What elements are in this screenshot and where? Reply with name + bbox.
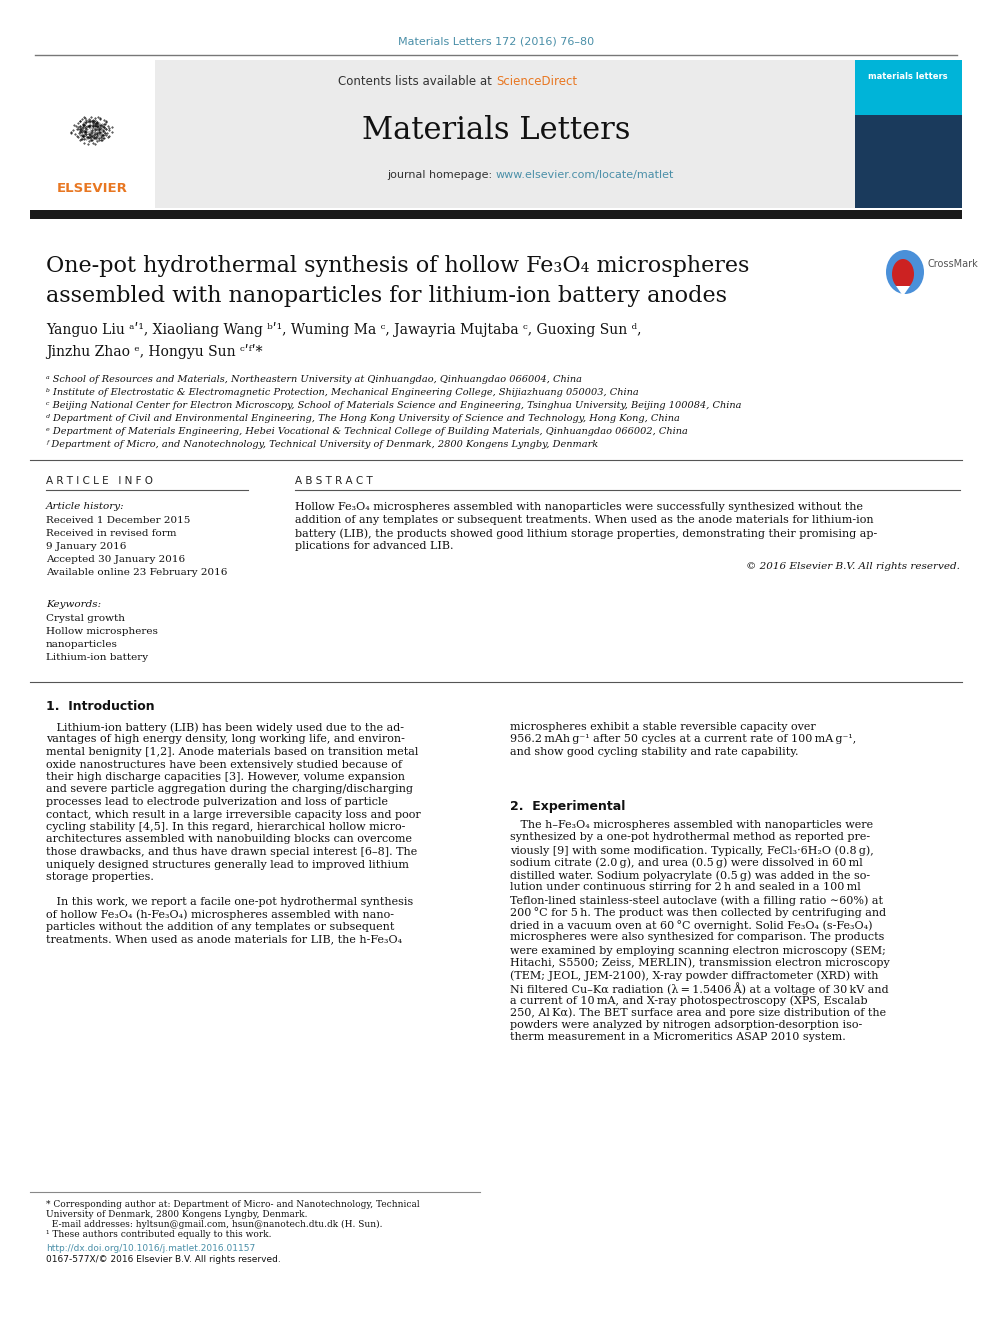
Text: 0167-577X/© 2016 Elsevier B.V. All rights reserved.: 0167-577X/© 2016 Elsevier B.V. All right… [46,1256,281,1263]
Text: University of Denmark, 2800 Kongens Lyngby, Denmark.: University of Denmark, 2800 Kongens Lyng… [46,1211,308,1218]
Text: Keywords:: Keywords: [46,601,101,609]
Text: microspheres were also synthesized for comparison. The products: microspheres were also synthesized for c… [510,933,885,942]
Text: particles without the addition of any templates or subsequent: particles without the addition of any te… [46,922,395,931]
Text: 2.  Experimental: 2. Experimental [510,800,625,814]
Bar [855,115,962,208]
Text: nanoparticles: nanoparticles [46,640,118,650]
Text: oxide nanostructures have been extensively studied because of: oxide nanostructures have been extensive… [46,759,402,770]
Text: lution under continuous stirring for 2 h and sealed in a 100 ml: lution under continuous stirring for 2 h… [510,882,861,893]
Text: Teflon-lined stainless-steel autoclave (with a filling ratio ∼60%) at: Teflon-lined stainless-steel autoclave (… [510,894,883,905]
Text: In this work, we report a facile one-pot hydrothermal synthesis: In this work, we report a facile one-pot… [46,897,414,908]
Text: sodium citrate (2.0 g), and urea (0.5 g) were dissolved in 60 ml: sodium citrate (2.0 g), and urea (0.5 g)… [510,857,863,868]
Text: Materials Letters 172 (2016) 76–80: Materials Letters 172 (2016) 76–80 [398,36,594,46]
Text: ᵃ School of Resources and Materials, Northeastern University at Qinhuangdao, Qin: ᵃ School of Resources and Materials, Nor… [46,374,582,384]
Text: Article history:: Article history: [46,501,125,511]
Text: Contents lists available at: Contents lists available at [338,75,496,89]
Ellipse shape [892,259,914,288]
Text: Lithium-ion battery (LIB) has been widely used due to the ad-: Lithium-ion battery (LIB) has been widel… [46,722,404,733]
Text: E-mail addresses: hyltsun@gmail.com, hsun@nanotech.dtu.dk (H. Sun).: E-mail addresses: hyltsun@gmail.com, hsu… [46,1220,383,1229]
Text: Lithium-ion battery: Lithium-ion battery [46,654,148,662]
Text: dried in a vacuum oven at 60 °C overnight. Solid Fe₃O₄ (s-Fe₃O₄): dried in a vacuum oven at 60 °C overnigh… [510,919,873,931]
Text: ᶜ Beijing National Center for Electron Microscopy, School of Materials Science a: ᶜ Beijing National Center for Electron M… [46,401,741,410]
Text: Received 1 December 2015: Received 1 December 2015 [46,516,190,525]
Text: Hollow microspheres: Hollow microspheres [46,627,158,636]
Text: ᵉ Department of Materials Engineering, Hebei Vocational & Technical College of B: ᵉ Department of Materials Engineering, H… [46,427,687,437]
Text: processes lead to electrode pulverization and loss of particle: processes lead to electrode pulverizatio… [46,796,388,807]
Text: ᵇ Institute of Electrostatic & Electromagnetic Protection, Mechanical Engineerin: ᵇ Institute of Electrostatic & Electroma… [46,388,639,397]
Text: vantages of high energy density, long working life, and environ-: vantages of high energy density, long wo… [46,734,405,745]
Text: and show good cycling stability and rate capability.: and show good cycling stability and rate… [510,747,799,757]
Bar [30,60,155,208]
Text: Yanguo Liu ᵃʹ¹, Xiaoliang Wang ᵇʹ¹, Wuming Ma ᶜ, Jawayria Mujtaba ᶜ, Guoxing Sun: Yanguo Liu ᵃʹ¹, Xiaoliang Wang ᵇʹ¹, Wumi… [46,321,642,337]
Text: were examined by employing scanning electron microscopy (SEM;: were examined by employing scanning elec… [510,945,886,955]
Text: 200 °C for 5 h. The product was then collected by centrifuging and: 200 °C for 5 h. The product was then col… [510,908,886,918]
Text: Hitachi, S5500; Zeiss, MERLIN), transmission electron microscopy: Hitachi, S5500; Zeiss, MERLIN), transmis… [510,958,890,968]
Text: ¹ These authors contributed equally to this work.: ¹ These authors contributed equally to t… [46,1230,272,1240]
Bar [30,210,962,220]
Text: Jinzhu Zhao ᵉ, Hongyu Sun ᶜʹᶠʹ*: Jinzhu Zhao ᵉ, Hongyu Sun ᶜʹᶠʹ* [46,344,263,359]
Text: powders were analyzed by nitrogen adsorption-desorption iso-: powders were analyzed by nitrogen adsorp… [510,1020,862,1031]
Text: cycling stability [4,5]. In this regard, hierarchical hollow micro-: cycling stability [4,5]. In this regard,… [46,822,406,832]
Text: those drawbacks, and thus have drawn special interest [6–8]. The: those drawbacks, and thus have drawn spe… [46,847,418,857]
Text: One-pot hydrothermal synthesis of hollow Fe₃O₄ microspheres: One-pot hydrothermal synthesis of hollow… [46,255,749,277]
Text: 9 January 2016: 9 January 2016 [46,542,126,550]
Text: ᵈ Department of Civil and Environmental Engineering, The Hong Kong University of: ᵈ Department of Civil and Environmental … [46,414,680,423]
Text: plications for advanced LIB.: plications for advanced LIB. [295,541,453,550]
Text: http://dx.doi.org/10.1016/j.matlet.2016.01157: http://dx.doi.org/10.1016/j.matlet.2016.… [46,1244,255,1253]
Text: Ni filtered Cu–Kα radiation (λ = 1.5406 Å) at a voltage of 30 kV and: Ni filtered Cu–Kα radiation (λ = 1.5406 … [510,983,889,995]
Text: assembled with nanoparticles for lithium-ion battery anodes: assembled with nanoparticles for lithium… [46,284,727,307]
Text: ᶠ Department of Micro, and Nanotechnology, Technical University of Denmark, 2800: ᶠ Department of Micro, and Nanotechnolog… [46,441,598,448]
Text: microspheres exhibit a stable reversible capacity over: microspheres exhibit a stable reversible… [510,722,815,732]
FancyArrow shape [896,286,910,296]
Text: addition of any templates or subsequent treatments. When used as the anode mater: addition of any templates or subsequent … [295,515,874,525]
Text: treatments. When used as anode materials for LIB, the h-Fe₃O₄: treatments. When used as anode materials… [46,934,402,945]
Text: battery (LIB), the products showed good lithium storage properties, demonstratin: battery (LIB), the products showed good … [295,528,877,538]
Text: The h–Fe₃O₄ microspheres assembled with nanoparticles were: The h–Fe₃O₄ microspheres assembled with … [510,820,873,830]
Text: journal homepage:: journal homepage: [387,169,496,180]
Text: of hollow Fe₃O₄ (h-Fe₃O₄) microspheres assembled with nano-: of hollow Fe₃O₄ (h-Fe₃O₄) microspheres a… [46,909,394,919]
Text: materials letters: materials letters [868,71,947,81]
Text: architectures assembled with nanobuilding blocks can overcome: architectures assembled with nanobuildin… [46,835,412,844]
Text: therm measurement in a Micromeritics ASAP 2010 system.: therm measurement in a Micromeritics ASA… [510,1032,846,1043]
Text: Available online 23 February 2016: Available online 23 February 2016 [46,568,227,577]
Text: uniquely designed structures generally lead to improved lithium: uniquely designed structures generally l… [46,860,409,869]
Text: Received in revised form: Received in revised form [46,529,177,538]
Text: 1.  Introduction: 1. Introduction [46,700,155,713]
Bar [855,60,962,208]
Text: Accepted 30 January 2016: Accepted 30 January 2016 [46,556,186,564]
Text: (TEM; JEOL, JEM-2100), X-ray powder diffractometer (XRD) with: (TEM; JEOL, JEM-2100), X-ray powder diff… [510,970,879,980]
Text: ELSEVIER: ELSEVIER [57,183,127,194]
Text: and severe particle aggregation during the charging/discharging: and severe particle aggregation during t… [46,785,413,795]
Text: © 2016 Elsevier B.V. All rights reserved.: © 2016 Elsevier B.V. All rights reserved… [746,562,960,572]
Text: a current of 10 mA, and X-ray photospectroscopy (XPS, Escalab: a current of 10 mA, and X-ray photospect… [510,995,868,1005]
Text: * Corresponding author at: Department of Micro- and Nanotechnology, Technical: * Corresponding author at: Department of… [46,1200,420,1209]
Text: ScienceDirect: ScienceDirect [496,75,577,89]
Text: distilled water. Sodium polyacrylate (0.5 g) was added in the so-: distilled water. Sodium polyacrylate (0.… [510,871,870,881]
Text: viously [9] with some modification. Typically, FeCl₃·6H₂O (0.8 g),: viously [9] with some modification. Typi… [510,845,874,856]
Text: 956.2 mAh g⁻¹ after 50 cycles at a current rate of 100 mA g⁻¹,: 956.2 mAh g⁻¹ after 50 cycles at a curre… [510,734,856,745]
Text: their high discharge capacities [3]. However, volume expansion: their high discharge capacities [3]. How… [46,773,405,782]
Text: www.elsevier.com/locate/matlet: www.elsevier.com/locate/matlet [496,169,675,180]
Text: synthesized by a one-pot hydrothermal method as reported pre-: synthesized by a one-pot hydrothermal me… [510,832,870,843]
Text: mental benignity [1,2]. Anode materials based on transition metal: mental benignity [1,2]. Anode materials … [46,747,419,757]
Bar [155,60,855,208]
Ellipse shape [886,250,924,294]
Text: Materials Letters: Materials Letters [362,115,630,146]
Text: Hollow Fe₃O₄ microspheres assembled with nanoparticles were successfully synthes: Hollow Fe₃O₄ microspheres assembled with… [295,501,863,512]
Text: CrossMark: CrossMark [927,259,978,269]
Text: Crystal growth: Crystal growth [46,614,125,623]
Text: storage properties.: storage properties. [46,872,154,882]
Text: contact, which result in a large irreversible capacity loss and poor: contact, which result in a large irrever… [46,810,421,819]
Text: 250, Al Kα). The BET surface area and pore size distribution of the: 250, Al Kα). The BET surface area and po… [510,1008,886,1019]
Text: A R T I C L E   I N F O: A R T I C L E I N F O [46,476,153,486]
Text: A B S T R A C T: A B S T R A C T [295,476,373,486]
